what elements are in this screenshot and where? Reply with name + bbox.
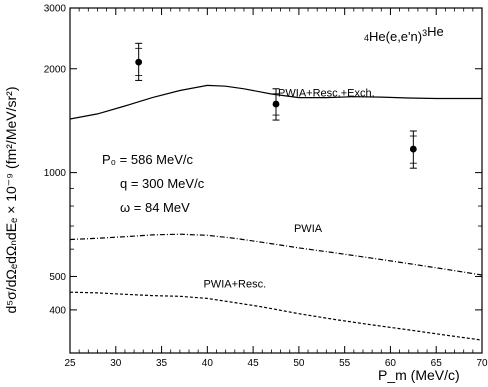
reaction-label-part: He(e,e — [369, 29, 408, 44]
reaction-label-superscript: 3 — [422, 28, 427, 38]
series-label: PWIA+Resc.+Exch. — [278, 88, 375, 100]
series-line — [69, 233, 483, 276]
data-points — [135, 42, 417, 169]
reaction-label-part: n) — [411, 29, 423, 44]
kinematics-omega: ω = 84 MeV — [120, 200, 190, 215]
reaction-label: 4He(e,e'n)3He — [364, 24, 444, 44]
x-tick-label: 30 — [110, 358, 122, 369]
kinematics-p0: P₀ = 586 MeV/c — [102, 152, 194, 167]
data-point — [272, 100, 280, 108]
y-tick-label: 500 — [49, 272, 66, 283]
x-tick-label: 65 — [431, 358, 443, 369]
x-tick-label: 25 — [64, 358, 76, 369]
y-tick-label: 400 — [49, 305, 66, 316]
x-tick-label: 55 — [339, 358, 351, 369]
x-tick-label: 50 — [293, 358, 305, 369]
x-tick-label: 35 — [156, 358, 168, 369]
reaction-label-superscript: 4 — [364, 33, 369, 43]
series-line — [69, 84, 482, 120]
labels: 4He(e,e'n)3He P₀ = 586 MeV/c q = 300 MeV… — [3, 24, 460, 383]
y-axis-title: d⁵σ/dΩₑdΩₙdEₑ × 10⁻⁹ (fm²/MeV/sr²) — [3, 87, 19, 314]
x-tick-label: 60 — [385, 358, 397, 369]
x-tick-label: 45 — [248, 358, 260, 369]
x-tick-label: 40 — [202, 358, 214, 369]
series-line — [69, 291, 483, 341]
y-tick-label: 3000 — [44, 4, 67, 15]
kinematics-q: q = 300 MeV/c — [120, 176, 205, 191]
reaction-label-part: ' — [408, 29, 410, 44]
x-axis-title: P_m (MeV/c) — [378, 367, 460, 383]
curves: PWIA+Resc.+Exch. PWIA PWIA+Resc. — [69, 84, 483, 341]
x-tick-label: 70 — [476, 358, 488, 369]
data-point — [135, 58, 143, 66]
data-point — [409, 145, 417, 153]
y-tick-label: 1000 — [44, 168, 67, 179]
axes: 25 30 35 40 45 50 55 60 65 70 400 500 1000 2000 3000 — [44, 4, 488, 370]
series-label: PWIA — [294, 223, 323, 235]
series-label: PWIA+Resc. — [203, 278, 266, 290]
plot-frame — [69, 7, 483, 354]
reaction-label-part: He — [427, 24, 444, 39]
y-tick-label: 2000 — [44, 64, 67, 75]
